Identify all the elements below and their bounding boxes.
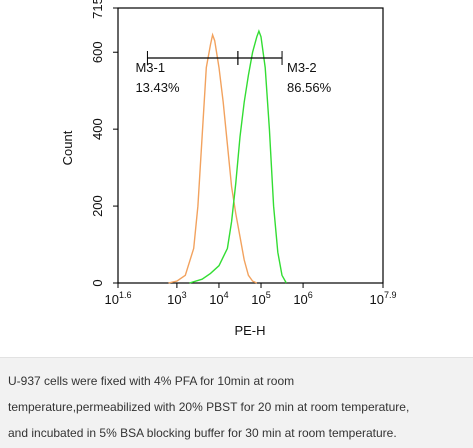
- x-tick-exponent: 6: [308, 290, 313, 300]
- x-tick-label: 107.9: [370, 290, 397, 307]
- y-axis-label: Count: [60, 130, 75, 165]
- y-tick-label: 200: [90, 195, 105, 217]
- x-tick-base: 10: [251, 292, 265, 307]
- x-tick-exponent: 3: [182, 290, 187, 300]
- x-tick-base: 10: [293, 292, 307, 307]
- x-tick-exponent: 5: [266, 290, 271, 300]
- x-tick-base: 10: [209, 292, 223, 307]
- caption-line: U-937 cells were fixed with 4% PFA for 1…: [8, 374, 295, 388]
- histogram-line: [168, 32, 258, 284]
- x-tick-base: 10: [167, 292, 181, 307]
- gate-percent: 86.56%: [287, 80, 332, 95]
- x-tick-label: 101.6: [105, 290, 132, 307]
- y-tick-label: 0: [90, 279, 105, 286]
- x-axis-label: PE-H: [234, 323, 265, 338]
- caption-line: temperature,permeabilized with 20% PBST …: [8, 400, 410, 414]
- x-tick-exponent: 4: [224, 290, 229, 300]
- x-tick-label: 106: [293, 290, 312, 307]
- gate-name: M3-1: [135, 60, 165, 75]
- plot-frame: [117, 7, 384, 284]
- x-tick-exponent: 1.6: [119, 290, 132, 300]
- y-tick-label: 400: [90, 118, 105, 140]
- x-tick-exponent: 7.9: [384, 290, 397, 300]
- x-tick-label: 103: [167, 290, 186, 307]
- caption: U-937 cells were fixed with 4% PFA for 1…: [0, 357, 473, 448]
- y-tick-label: 715: [90, 0, 105, 19]
- x-tick-label: 105: [251, 290, 270, 307]
- y-tick-label: 600: [90, 41, 105, 63]
- gate-name: M3-2: [287, 60, 317, 75]
- x-tick-label: 104: [209, 290, 228, 307]
- x-tick-base: 10: [370, 292, 384, 307]
- gate-percent: 13.43%: [135, 80, 180, 95]
- histogram-line: [189, 29, 287, 284]
- x-tick-base: 10: [105, 292, 119, 307]
- caption-line: and incubated in 5% BSA blocking buffer …: [8, 426, 397, 440]
